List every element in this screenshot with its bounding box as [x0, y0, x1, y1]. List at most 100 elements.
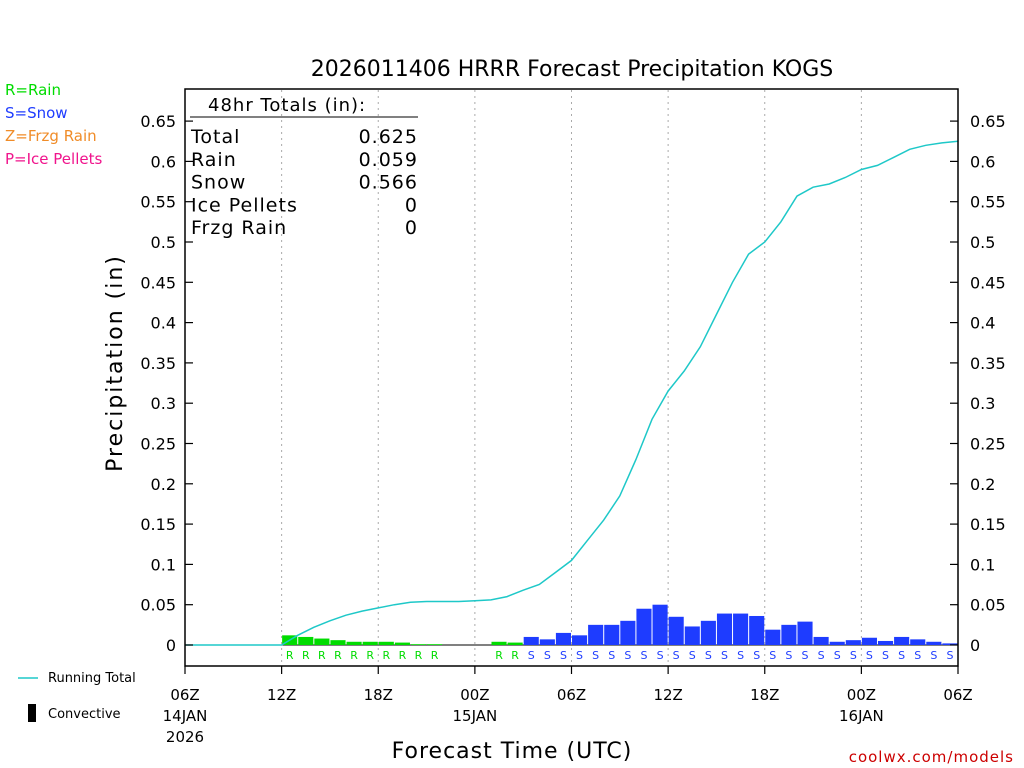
- bars-group: [282, 604, 958, 645]
- precip-bar: [378, 641, 394, 645]
- y-tick-label: 0.15: [970, 515, 1006, 534]
- ptype-label: S: [850, 649, 857, 662]
- ptype-label: S: [592, 649, 599, 662]
- precip-bar: [427, 644, 443, 645]
- gridlines: [185, 90, 958, 665]
- ptype-label: S: [673, 649, 680, 662]
- y-tick-label: 0.2: [151, 475, 176, 494]
- ptype-label: S: [640, 649, 647, 662]
- y-tick-label: 0.65: [970, 112, 1006, 131]
- x-tick-label: 06Z: [557, 686, 586, 704]
- precip-bar: [894, 636, 910, 645]
- ptype-label: R: [382, 649, 390, 662]
- ptype-label: S: [753, 649, 760, 662]
- ptype-label: S: [802, 649, 809, 662]
- x-tick-label: 06Z: [943, 686, 972, 704]
- x-tick-label: 00Z: [460, 686, 489, 704]
- precip-bar: [314, 638, 330, 645]
- ptype-label: S: [769, 649, 776, 662]
- y-tick-label: 0.45: [970, 273, 1006, 292]
- ptype-label: S: [689, 649, 696, 662]
- precip-bar: [588, 624, 604, 645]
- totals-row-value: 0.625: [359, 126, 418, 148]
- y-tick-label: 0.35: [140, 354, 176, 373]
- y-tick-label: 0: [166, 636, 176, 655]
- ptype-label: S: [528, 649, 535, 662]
- ptype-label: R: [366, 649, 374, 662]
- precip-bar: [555, 632, 571, 645]
- ptype-label: S: [608, 649, 615, 662]
- y-tick-label: 0.6: [970, 152, 995, 171]
- ptype-label: S: [560, 649, 567, 662]
- ptype-label: S: [721, 649, 728, 662]
- precip-bar: [652, 604, 668, 645]
- ptype-legend-item: S=Snow: [5, 104, 68, 122]
- credit-text: coolwx.com/models: [849, 748, 1014, 766]
- totals-row-value: 0: [405, 194, 418, 216]
- y-tick-label: 0.45: [140, 273, 176, 292]
- y-tick-label: 0.4: [151, 314, 176, 333]
- ptype-label: S: [624, 649, 631, 662]
- x-tick-label: 18Z: [750, 686, 779, 704]
- ptype-legend-item: R=Rain: [5, 81, 61, 99]
- precip-bar: [362, 641, 378, 645]
- y-tick-label: 0.6: [151, 152, 176, 171]
- totals-rows: Total 0.625 Rain 0.059 Snow 0.566 Ice Pellets 0…: [190, 126, 418, 239]
- precip-bar: [523, 636, 539, 645]
- precip-bar: [668, 616, 684, 645]
- y-tick-label: 0.1: [970, 555, 995, 574]
- ptype-label: S: [544, 649, 551, 662]
- y-tick-label: 0.25: [970, 435, 1006, 454]
- precip-bar: [813, 636, 829, 645]
- precip-bar: [829, 641, 845, 645]
- totals-box: 48hr Totals (in): Total 0.625 Rain 0.059 Sno…: [190, 95, 418, 239]
- ptype-label: S: [946, 649, 953, 662]
- y-axis-left: 0 0.05 0.1 0.15 0.2 0.25 0.3 0.35 0.4 0.45 0.5 0.55…: [140, 112, 193, 655]
- precip-bar: [507, 642, 523, 645]
- ptype-label: R: [495, 649, 503, 662]
- precip-bar: [410, 644, 427, 645]
- y-tick-label: 0.2: [970, 475, 995, 494]
- precip-bar: [636, 608, 652, 645]
- ptype-label: R: [350, 649, 358, 662]
- convective-legend-swatch: [28, 704, 36, 722]
- ptype-label: S: [705, 649, 712, 662]
- x-tick-label: 12Z: [653, 686, 682, 704]
- precip-bar: [877, 640, 894, 645]
- totals-row-label: Ice Pellets: [191, 194, 298, 216]
- ptype-label: S: [866, 649, 873, 662]
- precip-bar: [700, 620, 716, 645]
- ptype-legend: R=Rain S=Snow Z=Frzg Rain P=Ice Pellets: [5, 81, 102, 168]
- precip-bar: [845, 640, 861, 645]
- totals-row-label: Snow: [191, 172, 246, 194]
- ptype-label: R: [318, 649, 326, 662]
- precip-bar: [765, 629, 781, 645]
- totals-row-label: Frzg Rain: [191, 217, 287, 239]
- y-tick-label: 0.15: [140, 515, 176, 534]
- precip-bar: [491, 641, 507, 645]
- ptype-label: R: [511, 649, 519, 662]
- y-tick-label: 0.4: [970, 314, 995, 333]
- precip-bar: [910, 639, 926, 645]
- precip-bar: [539, 639, 555, 645]
- x-axis: 06Z 14JAN 2026 12Z 18Z 00Z 15JAN 06Z 12Z 18Z 00Z 16…: [163, 666, 973, 746]
- ptype-label: R: [415, 649, 423, 662]
- ptype-legend-item: Z=Frzg Rain: [5, 127, 97, 145]
- precip-bar: [330, 640, 346, 645]
- precip-bar: [346, 641, 362, 645]
- y-tick-label: 0.3: [151, 394, 176, 413]
- running-total-line: [185, 140, 959, 646]
- x-tick-date: 16JAN: [839, 707, 884, 725]
- precip-bar: [716, 613, 733, 645]
- totals-row-label: Total: [190, 126, 240, 148]
- y-tick-label: 0.35: [970, 354, 1006, 373]
- ptype-label: S: [657, 649, 664, 662]
- x-tick-year: 2026: [166, 728, 204, 746]
- x-tick-date: 14JAN: [163, 707, 208, 725]
- y-tick-label: 0.55: [140, 193, 176, 212]
- totals-row-value: 0.059: [359, 149, 418, 171]
- precip-bar: [797, 621, 813, 645]
- totals-heading: 48hr Totals (in):: [208, 95, 366, 116]
- ptype-label: S: [898, 649, 905, 662]
